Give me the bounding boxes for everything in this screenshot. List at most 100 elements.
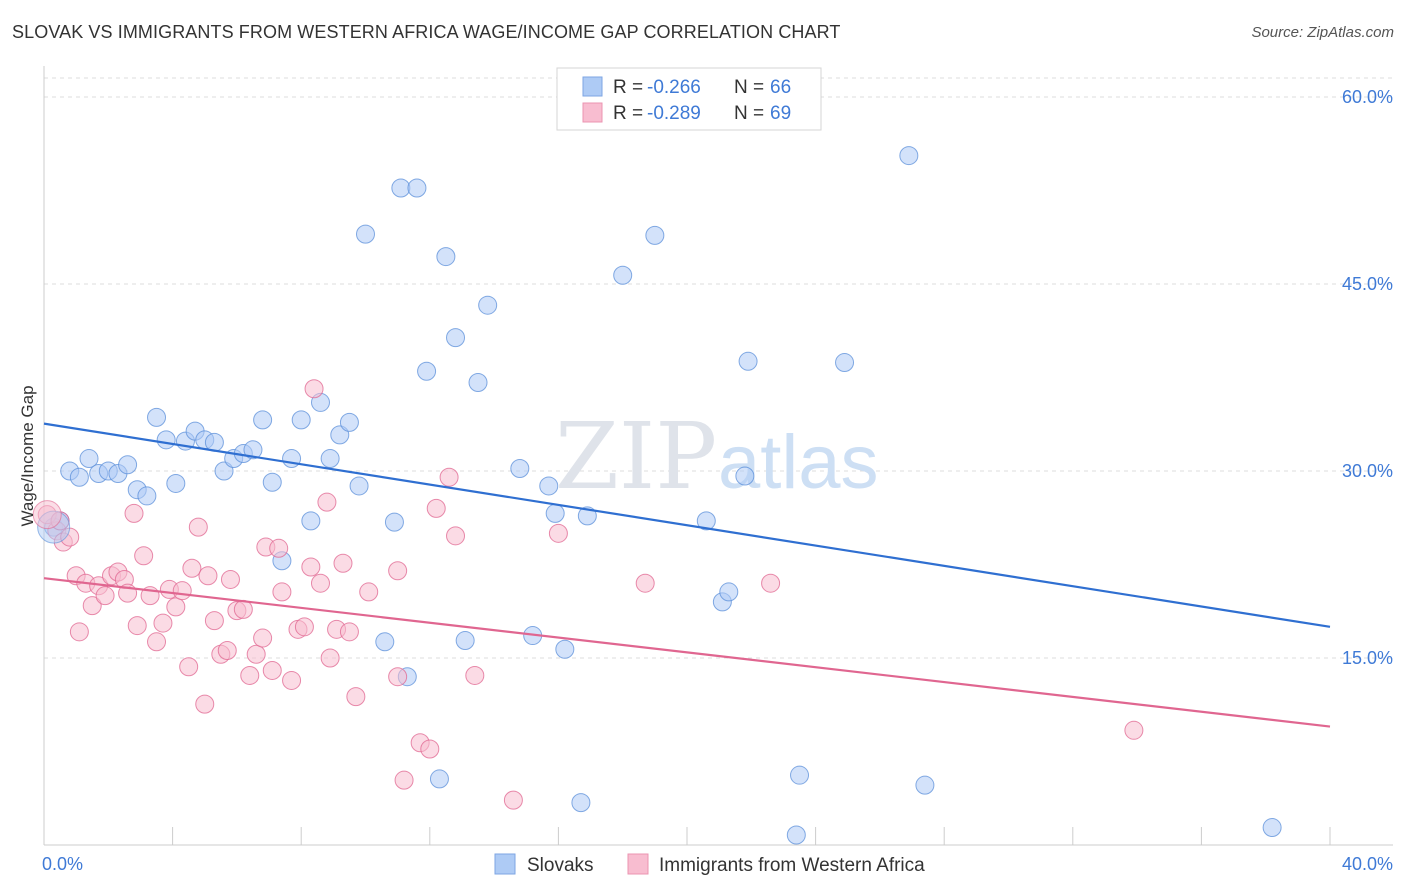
bottom-swatch-slovaks xyxy=(494,853,516,875)
trend-lines xyxy=(43,422,1331,728)
point-immigrants-66 xyxy=(761,573,781,593)
point-immigrants-16 xyxy=(134,546,154,566)
point-slovaks-3 xyxy=(69,467,89,487)
legend-r-label-1: R = xyxy=(613,77,643,98)
point-immigrants-34 xyxy=(240,665,260,685)
watermark-zip: ZIP xyxy=(555,403,717,510)
point-slovaks-38 xyxy=(407,178,427,198)
point-slovaks-52 xyxy=(577,506,597,526)
point-slovaks-59 xyxy=(738,351,758,371)
x-tick-labels: 0.0% 40.0% xyxy=(42,854,1393,874)
point-slovaks-65 xyxy=(1262,818,1282,838)
point-immigrants-19 xyxy=(153,613,173,633)
point-slovaks-46 xyxy=(510,459,530,479)
point-immigrants-67 xyxy=(1124,720,1144,740)
point-slovaks-39 xyxy=(417,361,437,381)
y-axis-label: Wage/Income Gap xyxy=(18,385,37,526)
point-immigrants-62 xyxy=(465,665,485,685)
point-immigrants-38 xyxy=(262,660,282,680)
point-immigrants-33 xyxy=(233,599,253,619)
point-slovaks-29 xyxy=(320,449,340,469)
point-immigrants-58 xyxy=(420,739,440,759)
point-immigrants-cluster xyxy=(32,500,62,530)
point-immigrants-64 xyxy=(548,523,568,543)
point-immigrants-39 xyxy=(269,538,289,558)
legend-r-label-2: R = xyxy=(613,103,643,124)
point-slovaks-51 xyxy=(571,793,591,813)
stats-legend: R = -0.266 N = 66 R = -0.289 N = 69 xyxy=(556,67,822,131)
point-immigrants-44 xyxy=(301,557,321,577)
point-slovaks-41 xyxy=(436,247,456,267)
grid-lines xyxy=(44,77,1393,659)
point-slovaks-43 xyxy=(455,631,475,651)
trend-line-slovaks xyxy=(43,422,1331,628)
point-slovaks-54 xyxy=(645,225,665,245)
chart-title: SLOVAK VS IMMIGRANTS FROM WESTERN AFRICA… xyxy=(12,22,841,42)
point-immigrants-54 xyxy=(388,561,408,581)
x-tick-label-max: 40.0% xyxy=(1342,854,1393,874)
y-tick-label-0: 15.0% xyxy=(1342,648,1393,668)
point-slovaks-62 xyxy=(835,353,855,373)
y-tick-labels: 15.0% 30.0% 45.0% 60.0% xyxy=(1342,87,1393,668)
y-tick-label-2: 45.0% xyxy=(1342,274,1393,294)
point-immigrants-43 xyxy=(294,617,314,637)
trend-line-immigrants xyxy=(43,577,1331,728)
series-legend: Slovaks Immigrants from Western Africa xyxy=(494,853,925,876)
data-points xyxy=(32,146,1282,845)
point-slovaks-4 xyxy=(79,449,99,469)
point-slovaks-60 xyxy=(786,825,806,845)
point-slovaks-27 xyxy=(301,511,321,531)
point-slovaks-10 xyxy=(137,486,157,506)
point-slovaks-44 xyxy=(468,372,488,392)
point-slovaks-8 xyxy=(118,455,138,475)
point-immigrants-52 xyxy=(346,687,366,707)
point-slovaks-42 xyxy=(446,328,466,348)
point-slovaks-35 xyxy=(384,512,404,532)
point-immigrants-14 xyxy=(124,503,144,523)
point-immigrants-45 xyxy=(304,379,324,399)
y-tick-label-1: 30.0% xyxy=(1342,461,1393,481)
legend-swatch-slovaks xyxy=(582,76,603,97)
point-immigrants-21 xyxy=(166,597,186,617)
point-immigrants-60 xyxy=(439,467,459,487)
point-immigrants-47 xyxy=(317,492,337,512)
point-immigrants-25 xyxy=(188,517,208,537)
point-immigrants-31 xyxy=(220,569,240,589)
x-tick-label-min: 0.0% xyxy=(42,854,83,874)
point-slovaks-50 xyxy=(555,639,575,659)
point-immigrants-9 xyxy=(95,586,115,606)
point-slovaks-22 xyxy=(253,410,273,430)
point-immigrants-41 xyxy=(282,670,302,690)
point-immigrants-48 xyxy=(320,648,340,668)
point-slovaks-36 xyxy=(391,178,411,198)
point-slovaks-48 xyxy=(539,476,559,496)
point-slovaks-34 xyxy=(375,632,395,652)
point-immigrants-36 xyxy=(253,628,273,648)
point-slovaks-61 xyxy=(790,765,810,785)
y-tick-label-3: 60.0% xyxy=(1342,87,1393,107)
point-slovaks-23 xyxy=(262,472,282,492)
bottom-legend-immigrants: Immigrants from Western Africa xyxy=(659,855,925,876)
point-slovaks-40 xyxy=(429,769,449,789)
point-slovaks-64 xyxy=(915,775,935,795)
point-immigrants-24 xyxy=(182,558,202,578)
point-slovaks-11 xyxy=(147,407,167,427)
bottom-legend-slovaks: Slovaks xyxy=(527,855,594,876)
point-immigrants-23 xyxy=(179,657,199,677)
legend-r-value-2: -0.289 xyxy=(647,103,701,124)
point-slovaks-32 xyxy=(349,476,369,496)
legend-n-label-2: N = xyxy=(734,103,764,124)
point-slovaks-57 xyxy=(719,582,739,602)
point-immigrants-50 xyxy=(333,553,353,573)
point-immigrants-56 xyxy=(394,770,414,790)
point-immigrants-59 xyxy=(426,498,446,518)
point-immigrants-63 xyxy=(503,790,523,810)
legend-n-value-1: 66 xyxy=(770,77,791,98)
watermark-atlas: atlas xyxy=(718,420,879,505)
point-immigrants-51 xyxy=(339,622,359,642)
point-slovaks-33 xyxy=(356,224,375,244)
point-slovaks-63 xyxy=(899,146,919,166)
point-immigrants-18 xyxy=(147,632,167,652)
point-slovaks-13 xyxy=(166,473,186,493)
